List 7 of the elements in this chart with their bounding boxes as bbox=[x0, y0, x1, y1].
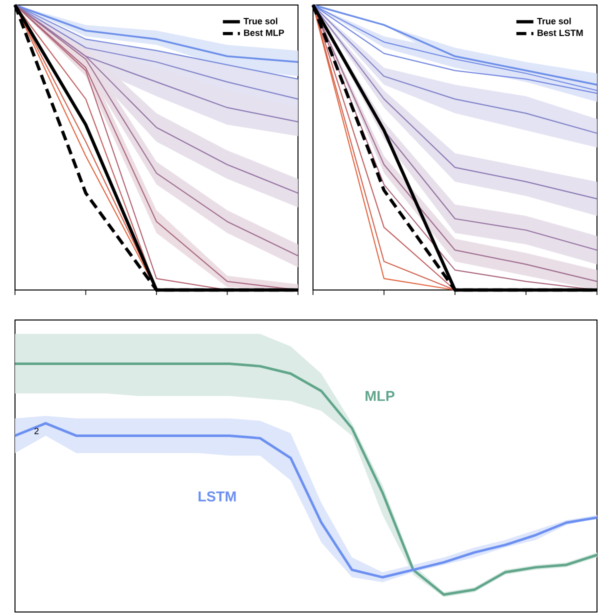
legend-label: True sol bbox=[244, 18, 278, 24]
series-label: MLP bbox=[366, 391, 394, 401]
legend-label: True sol bbox=[537, 18, 571, 24]
legend-label: Best LSTM bbox=[538, 30, 583, 36]
text: LSTM bbox=[198, 491, 236, 502]
annotation: 2 bbox=[34, 428, 39, 434]
legend-label: Best MLP bbox=[244, 30, 284, 36]
